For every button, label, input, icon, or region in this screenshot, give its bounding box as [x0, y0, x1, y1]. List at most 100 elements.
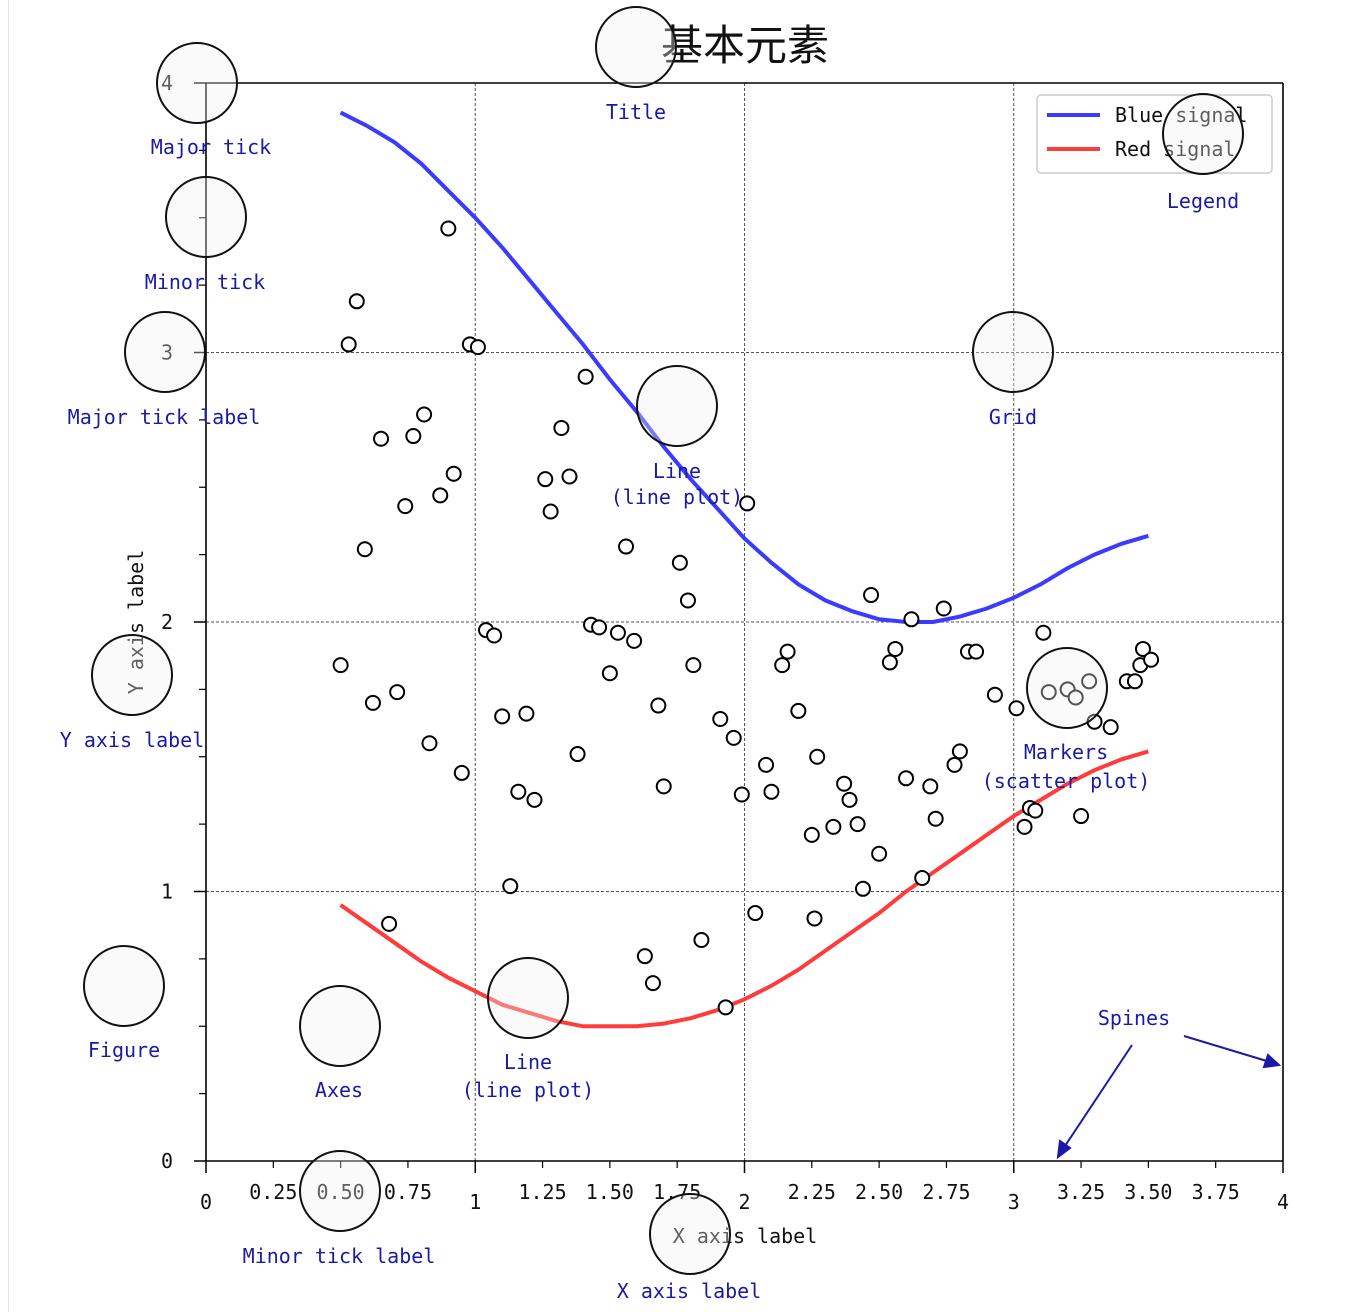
circle-minor-tick-label [299, 1150, 381, 1232]
scatter-point [927, 810, 944, 827]
scatter-point [935, 600, 952, 617]
scatter-point [655, 778, 672, 795]
scatter-point [806, 910, 823, 927]
scatter-point [836, 775, 853, 792]
y-major-tick-label: 0 [161, 1149, 173, 1173]
ann-y-axis-label: Y axis label [60, 728, 205, 752]
circle-minor-tick [165, 176, 247, 258]
scatter-point [774, 657, 791, 674]
scatter-point [494, 708, 511, 725]
scatter-point [1126, 673, 1143, 690]
y-major-tick-label: 3 [161, 341, 173, 365]
y-major-tick-label: 4 [161, 71, 173, 95]
x-minor-tick-label: 0.50 [317, 1180, 365, 1204]
scatter-point [561, 468, 578, 485]
ann-line-lower-1: Line [504, 1050, 552, 1074]
x-major-tick-label: 3 [1008, 1190, 1020, 1214]
circle-major-tick [156, 42, 238, 124]
ann-legend: Legend [1167, 189, 1239, 213]
x-minor-tick-label: 3.75 [1192, 1180, 1240, 1204]
circle-figure [83, 945, 165, 1027]
scatter-point [803, 826, 820, 843]
ann-figure: Figure [88, 1038, 160, 1062]
scatter-point [679, 592, 696, 609]
ann-markers-2: (scatter plot) [982, 769, 1151, 793]
frame-border [8, 0, 9, 1312]
scatter-point [968, 643, 985, 660]
chart-title: 基本元素 [661, 21, 829, 70]
circle-line-upper [636, 365, 718, 447]
scatter-point [747, 905, 764, 922]
red-signal-line [339, 749, 1149, 1029]
scatter-point [841, 791, 858, 808]
scatter-point [1040, 684, 1057, 701]
scatter-point [636, 948, 653, 965]
x-minor-tick-label: 2.25 [788, 1180, 836, 1204]
scatter-point [626, 632, 643, 649]
scatter-point [887, 640, 904, 657]
scatter-point [445, 465, 462, 482]
scatter-point [340, 336, 357, 353]
x-major-tick-label: 4 [1277, 1190, 1289, 1214]
scatter-point [685, 657, 702, 674]
circle-line-lower [487, 957, 569, 1039]
scatter-point [1073, 808, 1090, 825]
scatter-point [569, 746, 586, 763]
ann-major-tick: Major tick [151, 135, 271, 159]
scatter-point [609, 624, 626, 641]
circle-axes [299, 985, 381, 1067]
scatter-point [871, 845, 888, 862]
y-axis-label: Y axis label [124, 550, 148, 695]
spines-arrows [1056, 1035, 1282, 1160]
scatter-point [502, 878, 519, 895]
x-minor-tick-label: 2.50 [855, 1180, 903, 1204]
circle-markers [1026, 647, 1108, 729]
scatter-point [486, 627, 503, 644]
scatter-point [863, 587, 880, 604]
scatter-point [733, 786, 750, 803]
scatter-point [854, 880, 871, 897]
scatter-point [914, 870, 931, 887]
scatter-point [381, 915, 398, 932]
spines-arrow-bottom [1062, 1044, 1133, 1150]
scatter-point [1067, 689, 1084, 706]
scatter-point [739, 495, 756, 512]
annotation-labels: Title Major tick Minor tick Major tick l… [60, 100, 1239, 1303]
grid-lines [206, 83, 1283, 1161]
annotation-circles [83, 6, 1244, 1275]
spines-arrow-right [1183, 1035, 1271, 1063]
ann-spines: Spines [1098, 1006, 1170, 1030]
scatter-point [542, 503, 559, 520]
scatter-point [421, 735, 438, 752]
scatter-point [389, 684, 406, 701]
ann-line-lower-2: (line plot) [462, 1078, 594, 1102]
scatter-point [825, 818, 842, 835]
scatter-point [601, 665, 618, 682]
circle-legend [1162, 93, 1244, 175]
scatter-point [1008, 700, 1025, 717]
ann-line-upper-1: Line [653, 459, 701, 483]
scatter-point [373, 430, 390, 447]
y-major-tick-label: 1 [161, 880, 173, 904]
x-minor-tick-label: 1.25 [518, 1180, 566, 1204]
scatter-markers [332, 220, 1160, 1016]
scatter-point [364, 694, 381, 711]
scatter-point [510, 783, 527, 800]
circle-y-axis-label [91, 634, 173, 716]
scatter-point [725, 729, 742, 746]
ann-minor-tick-label: Minor tick label [243, 1244, 436, 1268]
spines-arrowhead-bottom [1056, 1139, 1072, 1160]
x-major-tick-label: 1 [469, 1190, 481, 1214]
scatter-point [440, 220, 457, 237]
ann-axes: Axes [315, 1078, 363, 1102]
ann-minor-tick: Minor tick [145, 270, 265, 294]
scatter-point [650, 697, 667, 714]
ann-major-tick-label: Major tick label [68, 405, 261, 429]
scatter-point [763, 783, 780, 800]
axis-ticks: 0 1 2 3 4 0.25 0.50 0.75 1.25 1.50 1.75 2.25 2.50 2.7… [161, 71, 1289, 1214]
x-minor-tick-label: 3.25 [1057, 1180, 1105, 1204]
scatter-point [946, 756, 963, 773]
scatter-point [671, 554, 688, 571]
scatter-point [1143, 651, 1160, 668]
scatter-point [809, 748, 826, 765]
